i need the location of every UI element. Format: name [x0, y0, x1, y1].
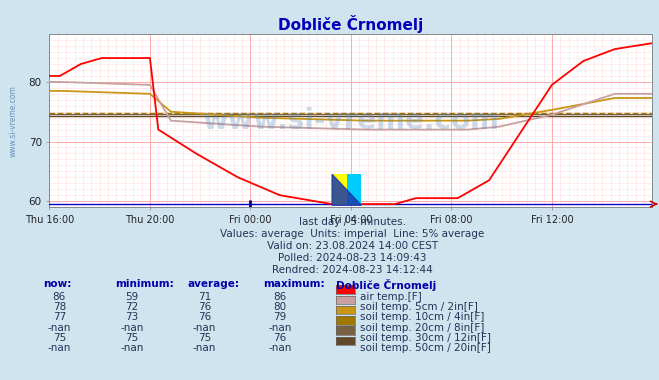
Text: 76: 76: [198, 302, 211, 312]
Bar: [347, 174, 361, 205]
Text: 76: 76: [198, 312, 211, 322]
Text: -nan: -nan: [120, 323, 144, 332]
Text: maximum:: maximum:: [264, 279, 326, 289]
Text: 73: 73: [125, 312, 138, 322]
Text: soil temp. 20cm / 8in[F]: soil temp. 20cm / 8in[F]: [360, 323, 484, 332]
Text: -nan: -nan: [192, 323, 216, 332]
Text: www.si-vreme.com: www.si-vreme.com: [202, 107, 500, 135]
Text: average:: average:: [188, 279, 240, 289]
Text: air temp.[F]: air temp.[F]: [360, 292, 422, 302]
Title: Dobliče Črnomelj: Dobliče Črnomelj: [278, 15, 424, 33]
Text: -nan: -nan: [268, 323, 292, 332]
Polygon shape: [332, 174, 361, 205]
Text: -nan: -nan: [47, 323, 71, 332]
Text: 78: 78: [53, 302, 66, 312]
Text: www.si-vreme.com: www.si-vreme.com: [9, 85, 18, 157]
Text: -nan: -nan: [268, 343, 292, 353]
Text: now:: now:: [43, 279, 71, 289]
Text: 72: 72: [125, 302, 138, 312]
Text: soil temp. 30cm / 12in[F]: soil temp. 30cm / 12in[F]: [360, 333, 491, 343]
Text: Values: average  Units: imperial  Line: 5% average: Values: average Units: imperial Line: 5%…: [221, 229, 484, 239]
Text: 71: 71: [198, 292, 211, 302]
Text: Polled: 2024-08-23 14:09:43: Polled: 2024-08-23 14:09:43: [278, 253, 427, 263]
Text: soil temp. 5cm / 2in[F]: soil temp. 5cm / 2in[F]: [360, 302, 478, 312]
Text: 79: 79: [273, 312, 287, 322]
Text: Rendred: 2024-08-23 14:12:44: Rendred: 2024-08-23 14:12:44: [272, 265, 433, 275]
Text: 75: 75: [198, 333, 211, 343]
Text: 59: 59: [125, 292, 138, 302]
Text: 75: 75: [53, 333, 66, 343]
Text: soil temp. 10cm / 4in[F]: soil temp. 10cm / 4in[F]: [360, 312, 484, 322]
Text: last day / 5 minutes.: last day / 5 minutes.: [299, 217, 406, 226]
Text: 86: 86: [273, 292, 287, 302]
Text: -nan: -nan: [120, 343, 144, 353]
Text: soil temp. 50cm / 20in[F]: soil temp. 50cm / 20in[F]: [360, 343, 491, 353]
Text: Dobliče Črnomelj: Dobliče Črnomelj: [336, 279, 436, 291]
Text: Valid on: 23.08.2024 14:00 CEST: Valid on: 23.08.2024 14:00 CEST: [267, 241, 438, 251]
Text: -nan: -nan: [47, 343, 71, 353]
Text: 80: 80: [273, 302, 287, 312]
Text: 86: 86: [53, 292, 66, 302]
Bar: [332, 174, 347, 205]
Text: -nan: -nan: [192, 343, 216, 353]
Text: minimum:: minimum:: [115, 279, 174, 289]
Text: 75: 75: [125, 333, 138, 343]
Text: 76: 76: [273, 333, 287, 343]
Text: 77: 77: [53, 312, 66, 322]
